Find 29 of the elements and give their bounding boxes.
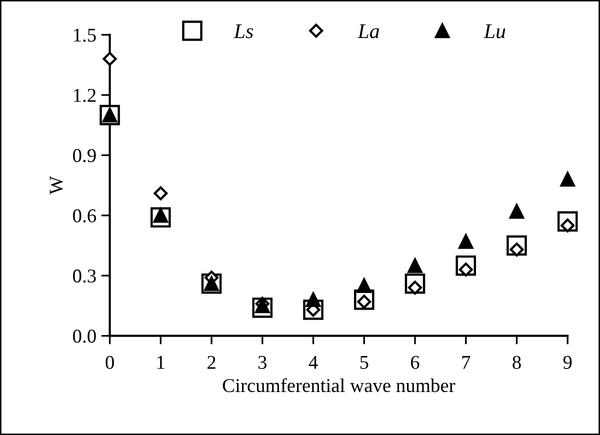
x-tick-label: 8 xyxy=(512,356,521,369)
x-tick-label: 0 xyxy=(106,356,114,369)
y-tick-label: 0.9 xyxy=(73,149,96,162)
x-tick-label: 3 xyxy=(258,356,266,369)
x-axis-title: Circumferential wave number xyxy=(222,378,456,392)
point xyxy=(356,278,372,294)
y-tick-label: 1.2 xyxy=(74,88,96,102)
x-tick-label: 7 xyxy=(462,356,470,369)
point xyxy=(154,186,168,200)
x-tick-label: 9 xyxy=(563,356,572,369)
x-tick-label: 6 xyxy=(410,356,420,369)
point xyxy=(560,172,575,187)
legend-label: Ls xyxy=(234,24,253,38)
y-tick-label: 0.0 xyxy=(73,330,96,343)
x-tick-label: 5 xyxy=(360,356,368,369)
legend-label: Lu xyxy=(484,24,506,38)
point xyxy=(458,234,474,249)
y-tick-label: 1.5 xyxy=(74,28,96,42)
point xyxy=(509,204,524,219)
x-tick-label: 4 xyxy=(308,356,318,369)
y-tick-label: 0.3 xyxy=(73,269,96,283)
x-tick-label: 2 xyxy=(208,356,216,369)
point xyxy=(408,258,422,273)
point xyxy=(102,52,117,66)
point xyxy=(306,292,321,308)
x-tick-label: 1 xyxy=(158,356,164,369)
legend-label: La xyxy=(358,24,380,38)
y-axis-title: W xyxy=(50,176,63,194)
y-tick-label: 0.6 xyxy=(73,209,96,222)
